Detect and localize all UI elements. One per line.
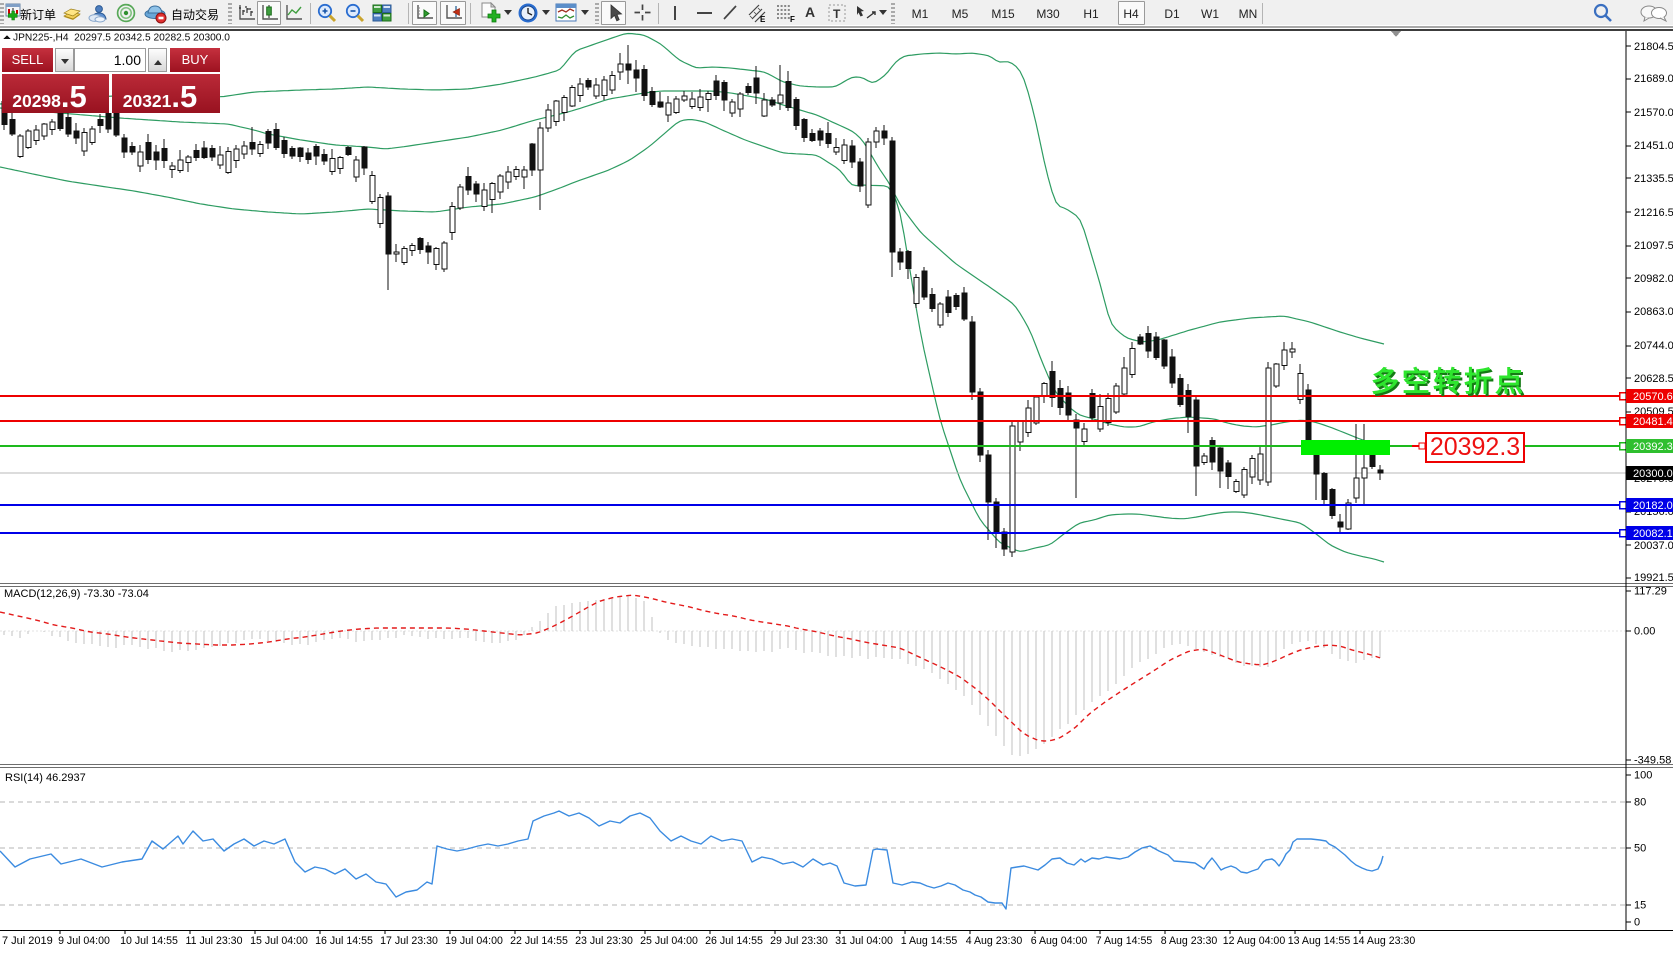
svg-text:25 Jul 04:00: 25 Jul 04:00	[640, 935, 698, 947]
svg-text:19 Jul 04:00: 19 Jul 04:00	[445, 935, 503, 947]
svg-text:0: 0	[1634, 917, 1640, 929]
svg-text:100: 100	[1634, 770, 1652, 782]
svg-text:17 Jul 23:30: 17 Jul 23:30	[380, 935, 438, 947]
svg-text:T: T	[833, 7, 841, 21]
svg-text:-349.58: -349.58	[1634, 755, 1671, 767]
svg-text:20744.0: 20744.0	[1634, 340, 1673, 352]
svg-text:20082.1: 20082.1	[1633, 528, 1673, 540]
svg-text:14 Aug 23:30: 14 Aug 23:30	[1353, 935, 1416, 947]
svg-text:1 Aug 14:55: 1 Aug 14:55	[901, 935, 958, 947]
svg-text:9 Jul 04:00: 9 Jul 04:00	[58, 935, 110, 947]
svg-text:31 Jul 04:00: 31 Jul 04:00	[835, 935, 893, 947]
svg-text:20300.0: 20300.0	[1633, 468, 1673, 480]
svg-text:0.00: 0.00	[1634, 626, 1655, 638]
svg-text:23 Jul 23:30: 23 Jul 23:30	[575, 935, 633, 947]
svg-text:21097.5: 21097.5	[1634, 240, 1673, 252]
svg-text:29 Jul 23:30: 29 Jul 23:30	[770, 935, 828, 947]
svg-text:21216.5: 21216.5	[1634, 207, 1673, 219]
svg-text:11 Jul 23:30: 11 Jul 23:30	[186, 935, 243, 947]
svg-text:20570.6: 20570.6	[1633, 391, 1673, 403]
svg-text:26 Jul 14:55: 26 Jul 14:55	[705, 935, 763, 947]
svg-text:20037.0: 20037.0	[1634, 540, 1673, 552]
svg-text:21804.5: 21804.5	[1634, 41, 1673, 53]
svg-text:RSI(14) 46.2937: RSI(14) 46.2937	[5, 772, 86, 784]
svg-text:20863.0: 20863.0	[1634, 306, 1673, 318]
svg-text:50: 50	[1634, 843, 1646, 855]
svg-text:117.29: 117.29	[1634, 586, 1667, 598]
svg-text:20481.4: 20481.4	[1633, 416, 1673, 428]
svg-text:16 Jul 14:55: 16 Jul 14:55	[315, 935, 373, 947]
svg-text:E: E	[760, 15, 766, 23]
svg-text:20982.0: 20982.0	[1634, 273, 1673, 285]
svg-text:15: 15	[1634, 900, 1646, 912]
svg-text:21570.0: 21570.0	[1634, 107, 1673, 119]
svg-text:MACD(12,26,9) -73.30 -73.04: MACD(12,26,9) -73.30 -73.04	[4, 588, 149, 600]
svg-text:8 Aug 23:30: 8 Aug 23:30	[1161, 935, 1218, 947]
svg-text:10 Jul 14:55: 10 Jul 14:55	[120, 935, 178, 947]
svg-text:21335.5: 21335.5	[1634, 173, 1673, 185]
svg-text:20392.3: 20392.3	[1633, 441, 1673, 453]
svg-text:6 Aug 04:00: 6 Aug 04:00	[1031, 935, 1088, 947]
svg-text:20628.5: 20628.5	[1634, 373, 1673, 385]
svg-text:15 Jul 04:00: 15 Jul 04:00	[250, 935, 308, 947]
svg-text:7 Aug 14:55: 7 Aug 14:55	[1096, 935, 1153, 947]
svg-text:4 Aug 23:30: 4 Aug 23:30	[966, 935, 1023, 947]
svg-text:JPN225-,H4 20297.5 20342.5 20: JPN225-,H4 20297.5 20342.5 20282.5 20300…	[13, 33, 230, 44]
svg-text:20182.0: 20182.0	[1633, 500, 1673, 512]
svg-text:F: F	[790, 15, 795, 23]
svg-text:19921.5: 19921.5	[1634, 572, 1673, 584]
svg-text:13 Aug 14:55: 13 Aug 14:55	[1288, 935, 1351, 947]
svg-text:22 Jul 14:55: 22 Jul 14:55	[510, 935, 568, 947]
svg-text:12 Aug 04:00: 12 Aug 04:00	[1223, 935, 1286, 947]
svg-text:21689.0: 21689.0	[1634, 73, 1673, 85]
svg-text:80: 80	[1634, 797, 1646, 809]
svg-text:21451.0: 21451.0	[1634, 140, 1673, 152]
svg-text:7 Jul 2019: 7 Jul 2019	[2, 935, 53, 947]
